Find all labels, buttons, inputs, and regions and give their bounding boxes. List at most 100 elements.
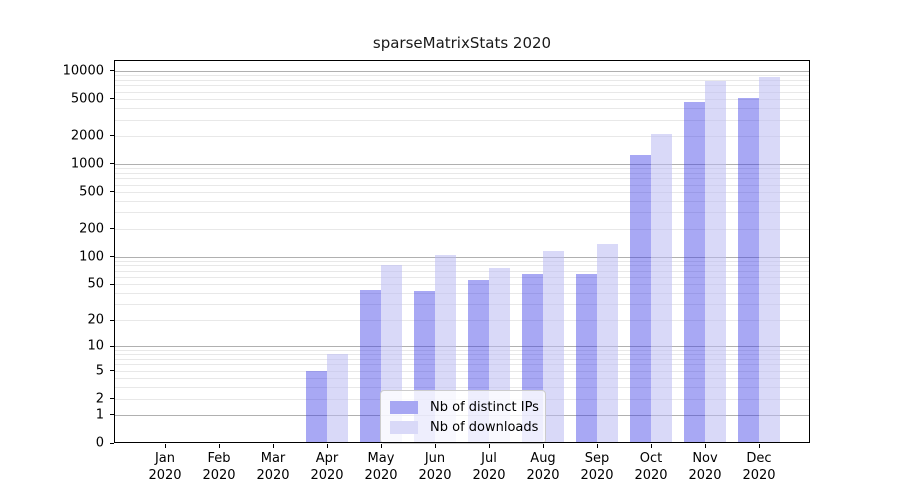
y-tickmark xyxy=(110,228,114,230)
x-tick-label-line: 2020 xyxy=(526,468,560,483)
legend: Nb of distinct IPs Nb of downloads xyxy=(380,390,546,444)
minor-gridline xyxy=(114,200,810,202)
minor-gridline xyxy=(114,276,810,278)
x-axis: Jan 2020 Feb 2020 Mar 2020 Apr 2020 May 2020 Jun 20… xyxy=(114,443,810,498)
minor-gridline xyxy=(114,320,810,321)
x-tick-label-line: Nov xyxy=(692,451,718,466)
major-gridline xyxy=(114,163,810,165)
x-tick-label-line: 2020 xyxy=(364,468,398,483)
x-tick-label-line: 2020 xyxy=(310,468,344,483)
x-tick-label: Jan 2020 xyxy=(137,450,193,484)
x-tick-label-line: Feb xyxy=(207,451,231,466)
minor-gridline xyxy=(114,270,810,272)
bar-distinct-ips-dec xyxy=(738,97,759,443)
minor-gridline xyxy=(114,284,810,286)
minor-gridline xyxy=(114,265,810,267)
x-tickmark xyxy=(272,444,274,448)
x-tick-label-line: Jan xyxy=(154,451,176,466)
x-tick-label: Dec 2020 xyxy=(731,450,787,484)
y-tickmark xyxy=(110,256,114,258)
y-tick-label: 200 xyxy=(79,221,104,237)
bar-downloads-sep xyxy=(597,244,618,443)
x-tick-label: Oct 2020 xyxy=(623,450,679,484)
x-tick-label-line: 2020 xyxy=(472,468,506,483)
minor-gridline xyxy=(114,304,810,306)
y-tickmark xyxy=(110,135,114,137)
y-tickmark xyxy=(110,345,114,347)
y-tick-label: 5000 xyxy=(70,91,104,107)
plot-area: Nb of distinct IPs Nb of downloads xyxy=(114,60,810,444)
x-tickmark xyxy=(164,444,166,448)
minor-gridline xyxy=(114,98,810,100)
y-tick-label: 1000 xyxy=(70,156,104,172)
legend-label: Nb of distinct IPs xyxy=(430,399,539,415)
x-tickmark xyxy=(758,444,760,448)
y-tickmark xyxy=(110,283,114,285)
minor-gridline xyxy=(114,358,810,360)
major-gridline xyxy=(114,70,810,72)
x-tick-label-line: 2020 xyxy=(418,468,452,483)
x-tickmark xyxy=(650,444,652,448)
y-tickmark xyxy=(110,398,114,400)
legend-item: Nb of downloads xyxy=(390,417,539,437)
x-tick-label-line: 2020 xyxy=(256,468,290,483)
y-tick-label: 1 xyxy=(95,407,104,423)
x-tick-label: Apr 2020 xyxy=(299,450,355,484)
y-tick-label: 2000 xyxy=(70,128,104,144)
bar-distinct-ips-oct xyxy=(630,154,651,443)
x-tick-label-line: Apr xyxy=(315,451,339,466)
minor-gridline xyxy=(114,191,810,193)
y-tick-label: 20 xyxy=(87,312,104,328)
minor-gridline xyxy=(114,119,810,121)
x-tickmark xyxy=(434,444,436,448)
bar-downloads-apr xyxy=(327,354,348,443)
x-tick-label-line: 2020 xyxy=(634,468,668,483)
x-tickmark xyxy=(326,444,328,448)
x-tickmark xyxy=(542,444,544,448)
legend-label: Nb of downloads xyxy=(430,419,539,435)
minor-gridline xyxy=(114,349,810,351)
minor-gridline xyxy=(114,377,810,379)
x-tickmark xyxy=(380,444,382,448)
x-tickmark xyxy=(596,444,598,448)
y-tick-label: 500 xyxy=(79,184,104,200)
major-gridline xyxy=(114,346,810,348)
bar-distinct-ips-may xyxy=(360,290,381,443)
x-tick-label-line: Sep xyxy=(584,451,610,466)
bar-distinct-ips-apr xyxy=(306,370,327,443)
y-tick-label: 0 xyxy=(95,435,104,451)
minor-gridline xyxy=(114,168,810,170)
legend-item: Nb of distinct IPs xyxy=(390,397,539,417)
y-tickmark xyxy=(110,370,114,372)
bar-downloads-nov xyxy=(705,80,726,443)
y-tickmark xyxy=(110,319,114,321)
minor-gridline xyxy=(114,75,810,77)
x-tick-label-line: Jun xyxy=(424,451,446,466)
minor-gridline xyxy=(114,184,810,186)
y-tick-label: 10 xyxy=(87,338,104,354)
major-gridline xyxy=(114,256,810,258)
x-tick-label-line: May xyxy=(367,451,395,466)
x-tick-label-line: Mar xyxy=(260,451,286,466)
x-tick-label-line: 2020 xyxy=(148,468,182,483)
x-tick-label-line: 2020 xyxy=(688,468,722,483)
x-tick-label-line: Dec xyxy=(746,451,772,466)
minor-gridline xyxy=(114,91,810,93)
minor-gridline xyxy=(114,364,810,366)
minor-gridline xyxy=(114,354,810,356)
x-tickmark xyxy=(704,444,706,448)
y-tick-label: 100 xyxy=(79,249,104,265)
minor-gridline xyxy=(114,135,810,137)
minor-gridline xyxy=(114,85,810,87)
minor-gridline xyxy=(114,386,810,388)
minor-gridline xyxy=(114,370,810,372)
y-tick-label: 50 xyxy=(87,276,104,292)
x-tick-label-line: 2020 xyxy=(580,468,614,483)
x-tick-label: Mar 2020 xyxy=(245,450,301,484)
x-tick-label: Feb 2020 xyxy=(191,450,247,484)
y-tickmark xyxy=(110,414,114,416)
x-tick-label-line: 2020 xyxy=(742,468,776,483)
x-tick-label-line: Jul xyxy=(481,451,497,466)
y-tickmark xyxy=(110,442,114,444)
